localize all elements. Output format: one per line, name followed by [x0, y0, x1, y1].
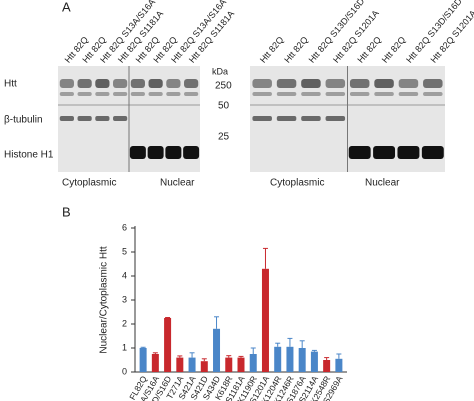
- bar: [274, 346, 282, 372]
- bar: [323, 360, 331, 372]
- htt-band: [349, 92, 370, 96]
- row-label: Histone H1: [4, 150, 54, 161]
- histone-band: [397, 146, 420, 159]
- y-tick-label: 6: [122, 222, 127, 232]
- htt-band: [148, 92, 163, 96]
- y-tick-label: 1: [122, 342, 127, 352]
- y-tick-label: 5: [122, 246, 127, 256]
- fraction-label: Nuclear: [365, 178, 400, 189]
- y-tick-label: 4: [122, 270, 127, 280]
- row-label: β-tubulin: [4, 115, 43, 126]
- htt-band: [148, 79, 163, 88]
- bar: [139, 348, 147, 372]
- histone-band: [165, 146, 182, 159]
- row-label: Htt: [4, 79, 17, 90]
- bar: [310, 351, 318, 372]
- bar: [164, 318, 172, 372]
- htt-band: [184, 92, 199, 96]
- tubulin-band: [301, 116, 321, 121]
- bar: [176, 357, 184, 372]
- y-axis-label: Nuclear/Cytoplasmic Htt: [99, 246, 110, 353]
- htt-band: [184, 79, 199, 88]
- htt-band: [113, 79, 128, 88]
- bar: [188, 357, 196, 372]
- lane-label: Htt 82Q: [380, 35, 408, 65]
- fraction-label: Cytoplasmic: [62, 178, 116, 189]
- tubulin-band: [95, 116, 110, 121]
- bar: [225, 357, 233, 372]
- tubulin-band: [59, 116, 74, 121]
- htt-band: [95, 79, 110, 88]
- htt-band: [423, 79, 443, 88]
- htt-band: [77, 79, 92, 88]
- y-tick-label: 3: [122, 294, 127, 304]
- htt-band: [301, 79, 321, 88]
- bar: [335, 358, 343, 372]
- htt-band: [59, 92, 74, 96]
- bar: [213, 328, 221, 372]
- htt-band: [423, 92, 443, 96]
- marker-label: 25: [218, 132, 230, 143]
- tubulin-band: [113, 116, 128, 121]
- htt-band: [130, 79, 145, 88]
- histone-band: [183, 146, 200, 159]
- tubulin-band: [276, 116, 297, 121]
- bar: [261, 268, 269, 372]
- htt-band: [276, 92, 297, 96]
- tubulin-band: [77, 116, 92, 121]
- lane-label: Htt 82Q: [282, 35, 310, 65]
- htt-band: [95, 92, 110, 96]
- lane-label: Htt 82Q: [258, 35, 286, 65]
- htt-band: [325, 92, 346, 96]
- htt-band: [113, 92, 128, 96]
- panel-label: B: [62, 204, 71, 219]
- tubulin-band: [325, 116, 346, 121]
- htt-band: [398, 92, 419, 96]
- htt-band: [374, 92, 394, 96]
- bar: [237, 357, 245, 372]
- marker-label: 250: [215, 81, 232, 92]
- tubulin-band: [252, 116, 272, 121]
- histone-band: [421, 146, 444, 159]
- histone-band: [129, 146, 146, 159]
- htt-band: [325, 79, 346, 88]
- bar: [151, 354, 159, 372]
- marker-label: 50: [218, 101, 230, 112]
- histone-band: [147, 146, 164, 159]
- htt-band: [374, 79, 394, 88]
- htt-band: [166, 92, 181, 96]
- histone-band: [373, 146, 396, 159]
- htt-band: [130, 92, 145, 96]
- y-tick-label: 2: [122, 318, 127, 328]
- htt-band: [301, 92, 321, 96]
- htt-band: [276, 79, 297, 88]
- unit-label: kDa: [212, 66, 228, 76]
- htt-band: [349, 79, 370, 88]
- htt-band: [59, 79, 74, 88]
- fraction-label: Cytoplasmic: [270, 178, 324, 189]
- htt-band: [398, 79, 419, 88]
- y-tick-label: 0: [122, 366, 127, 376]
- fraction-label: Nuclear: [160, 178, 195, 189]
- bar: [286, 346, 294, 372]
- bar: [298, 348, 306, 372]
- bar: [249, 354, 257, 372]
- bar: [200, 361, 208, 372]
- htt-band: [252, 79, 272, 88]
- histone-band: [348, 146, 371, 159]
- htt-band: [166, 79, 181, 88]
- htt-band: [252, 92, 272, 96]
- panel-label: A: [62, 0, 71, 14]
- htt-band: [77, 92, 92, 96]
